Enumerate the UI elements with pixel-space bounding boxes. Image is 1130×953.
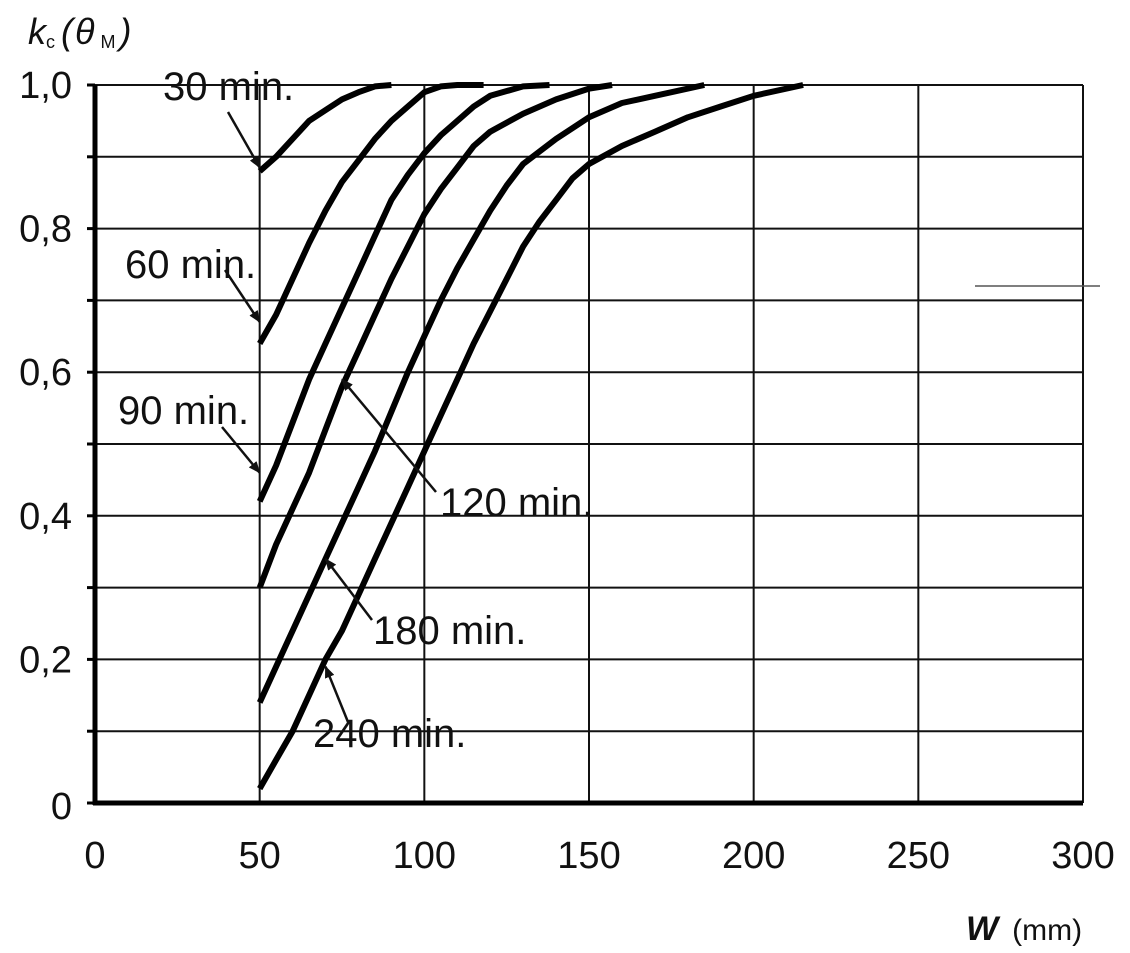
grid [95,84,1084,803]
y-tick-label: 0,4 [19,496,72,538]
series-line-90-min [256,82,550,503]
annotation-label: 90 min. [118,389,249,433]
x-axis-label: W (mm) [966,910,1082,948]
y-axis-label: kc (θ M) [28,11,132,52]
series-line-120-min [256,82,613,589]
annotation-arrow [341,378,437,493]
series-line-30-min [257,82,392,174]
annotation-label: 30 min. [163,65,294,109]
x-tick-label: 0 [84,835,105,877]
annotation-arrow [223,269,261,323]
x-tick-label: 100 [393,835,456,877]
series-line-60-min [257,82,484,345]
series-group [256,82,804,791]
y-axis-label-paren-close: ) [116,11,132,52]
annotation-arrow [324,558,373,621]
x-tick-label: 250 [887,835,950,877]
annotation-arrow [324,665,350,723]
axes [87,83,1100,806]
x-axis-label-unit: (mm) [1012,914,1082,947]
y-tick-label: 1,0 [19,65,72,107]
x-tick-label: 50 [239,835,281,877]
annotation-label: 180 min. [373,609,526,653]
y-tick-label: 0,8 [19,209,72,251]
annotation-label: 240 min. [313,712,466,756]
y-axis-label-var: θ [75,11,95,52]
y-tick-label: 0 [51,786,72,828]
annotation-label: 120 min. [440,481,593,525]
x-tick-label: 200 [722,835,785,877]
annotation-arrow [226,111,261,169]
annotation-arrow [221,426,261,474]
annotation-label: 60 min. [125,243,256,287]
x-axis-label-symbol: W [966,910,1001,948]
tick-labels: 0 50 100 150 200 250 300 0 0,2 0,4 0,6 0,8 1,0 [19,65,1115,877]
x-tick-label: 150 [557,835,620,877]
annotations: 30 min. 60 min. 90 min. 120 min. 180 min. 240… [118,65,593,756]
y-tick-label: 0,6 [19,352,72,394]
series-line-180-min [256,82,705,704]
y-axis-label-var-sub: M [101,32,116,52]
x-tick-label: 300 [1051,835,1114,877]
y-axis-label-symbol: k [28,11,48,52]
series-line-240-min [257,82,804,791]
y-axis-label-sub: c [46,32,55,52]
y-tick-label: 0,2 [19,639,72,681]
